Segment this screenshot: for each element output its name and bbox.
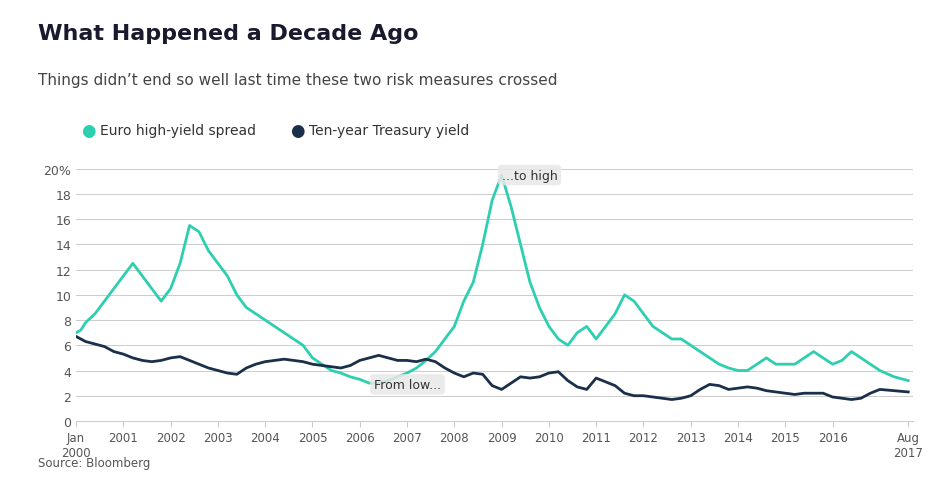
Text: Source: Bloomberg: Source: Bloomberg: [38, 456, 150, 469]
Text: Ten-year Treasury yield: Ten-year Treasury yield: [309, 124, 470, 137]
Text: Euro high-yield spread: Euro high-yield spread: [100, 124, 256, 137]
Text: From low...: From low...: [374, 378, 441, 391]
Text: ●: ●: [81, 121, 95, 140]
Text: What Happened a Decade Ago: What Happened a Decade Ago: [38, 24, 418, 44]
Text: ●: ●: [290, 121, 304, 140]
Text: Things didn’t end so well last time these two risk measures crossed: Things didn’t end so well last time thes…: [38, 73, 557, 88]
Text: ...to high: ...to high: [501, 169, 557, 182]
